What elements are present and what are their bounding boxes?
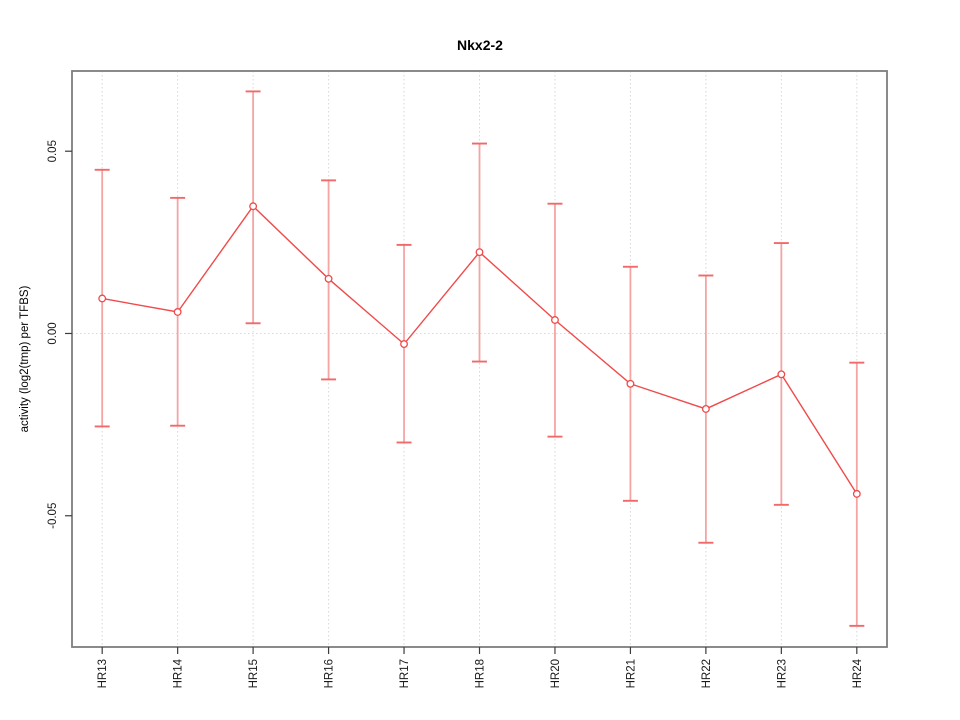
data-point-marker xyxy=(475,248,484,257)
x-tick-label: HR13 xyxy=(97,659,109,688)
data-point-marker xyxy=(249,202,258,211)
data-point-marker xyxy=(324,274,333,283)
x-tick-label: HR24 xyxy=(852,658,864,688)
x-tick-label: HR20 xyxy=(550,659,562,688)
x-tick-label: HR18 xyxy=(475,659,487,688)
chart-title: Nkx2-2 xyxy=(457,37,503,53)
data-point-marker xyxy=(400,340,408,349)
y-tick-label: 0.05 xyxy=(47,140,59,162)
data-point-marker xyxy=(626,379,635,388)
x-tick-label: HR17 xyxy=(399,659,411,688)
x-tick-label: HR21 xyxy=(625,659,637,688)
x-tick-label: HR16 xyxy=(324,659,336,688)
x-tick-label: HR14 xyxy=(173,658,185,688)
x-tick-label: HR22 xyxy=(701,659,713,688)
data-point-marker xyxy=(173,308,182,316)
y-tick-label: 0.00 xyxy=(47,322,59,344)
data-point-marker xyxy=(98,294,107,303)
x-tick-label: HR15 xyxy=(248,659,260,688)
data-point-marker xyxy=(777,370,786,379)
y-tick-label: -0.05 xyxy=(47,503,59,529)
data-point-marker xyxy=(701,404,710,413)
data-point-marker xyxy=(551,316,559,324)
x-tick-label: HR23 xyxy=(776,659,788,688)
data-point-marker xyxy=(852,489,861,498)
